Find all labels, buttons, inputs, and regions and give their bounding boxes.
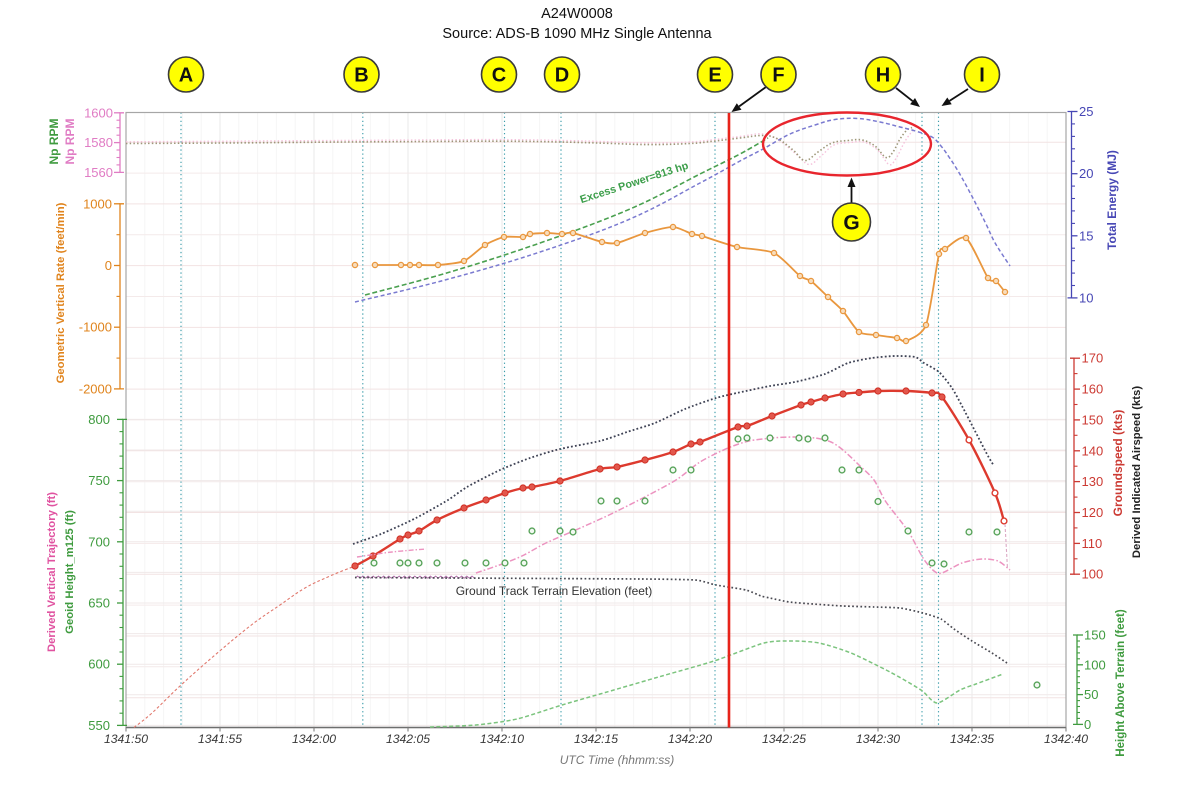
svg-text:1560: 1560 (84, 165, 113, 180)
svg-text:1342:00: 1342:00 (292, 732, 336, 746)
svg-text:E: E (708, 65, 721, 87)
svg-text:Derived Vertical Trajectory (f: Derived Vertical Trajectory (ft) (46, 492, 58, 652)
svg-text:D: D (555, 65, 569, 87)
svg-text:C: C (492, 65, 506, 87)
svg-text:1342:40: 1342:40 (1044, 732, 1088, 746)
svg-text:600: 600 (88, 657, 110, 672)
svg-text:Total Energy (MJ): Total Energy (MJ) (1105, 150, 1119, 250)
svg-text:Derived Indicated Airspeed (kt: Derived Indicated Airspeed (kts) (1131, 386, 1143, 558)
svg-text:Geometric Vertical Rate (feet/: Geometric Vertical Rate (feet/min) (55, 202, 67, 383)
svg-text:100: 100 (1082, 567, 1104, 582)
svg-text:1342:35: 1342:35 (950, 732, 994, 746)
svg-text:1341:50: 1341:50 (104, 732, 148, 746)
svg-text:15: 15 (1079, 228, 1093, 243)
svg-text:1000: 1000 (83, 196, 112, 211)
svg-text:UTC Time (hhmm:ss): UTC Time (hhmm:ss) (560, 753, 675, 767)
svg-text:Groundspeed (kts): Groundspeed (kts) (1111, 410, 1125, 517)
svg-text:700: 700 (88, 534, 110, 549)
svg-text:1341:55: 1341:55 (198, 732, 242, 746)
svg-text:-1000: -1000 (79, 320, 112, 335)
svg-text:550: 550 (88, 718, 110, 733)
svg-text:10: 10 (1079, 290, 1093, 305)
svg-text:I: I (979, 65, 985, 87)
svg-text:G: G (843, 212, 859, 235)
svg-text:Geoid Height_m125 (ft): Geoid Height_m125 (ft) (64, 510, 76, 634)
svg-text:150: 150 (1084, 628, 1106, 643)
svg-text:20: 20 (1079, 166, 1093, 181)
svg-text:170: 170 (1082, 351, 1104, 366)
svg-text:0: 0 (1084, 717, 1091, 732)
svg-text:1342:15: 1342:15 (574, 732, 618, 746)
svg-text:150: 150 (1082, 412, 1104, 427)
svg-text:1342:05: 1342:05 (386, 732, 430, 746)
svg-text:1342:20: 1342:20 (668, 732, 712, 746)
svg-text:B: B (354, 65, 368, 87)
svg-text:1600: 1600 (84, 105, 113, 120)
svg-text:800: 800 (88, 412, 110, 427)
svg-text:Height Above Terrain (feet): Height Above Terrain (feet) (1114, 609, 1127, 757)
svg-text:1342:30: 1342:30 (856, 732, 900, 746)
svg-text:1342:10: 1342:10 (480, 732, 524, 746)
svg-text:A24W0008: A24W0008 (541, 6, 613, 22)
svg-text:0: 0 (105, 258, 112, 273)
svg-text:120: 120 (1082, 505, 1104, 520)
svg-text:A: A (179, 65, 193, 87)
svg-text:1342:25: 1342:25 (762, 732, 806, 746)
svg-text:160: 160 (1082, 382, 1104, 397)
svg-text:-2000: -2000 (79, 381, 112, 396)
svg-text:H: H (876, 65, 890, 87)
svg-text:25: 25 (1079, 104, 1093, 119)
svg-text:100: 100 (1084, 657, 1106, 672)
svg-text:140: 140 (1082, 443, 1104, 458)
svg-text:50: 50 (1084, 687, 1098, 702)
svg-text:F: F (772, 65, 784, 87)
svg-text:Ground Track Terrain Elevation: Ground Track Terrain Elevation (feet) (456, 584, 653, 598)
svg-text:Source: ADS-B 1090 MHz Single: Source: ADS-B 1090 MHz Single Antenna (442, 26, 712, 42)
svg-text:130: 130 (1082, 474, 1104, 489)
svg-text:Np RPM: Np RPM (63, 119, 77, 165)
svg-text:110: 110 (1082, 536, 1103, 551)
svg-text:1580: 1580 (84, 135, 113, 150)
svg-text:650: 650 (88, 596, 110, 611)
svg-text:750: 750 (88, 473, 110, 488)
svg-text:Np RPM: Np RPM (47, 119, 61, 165)
